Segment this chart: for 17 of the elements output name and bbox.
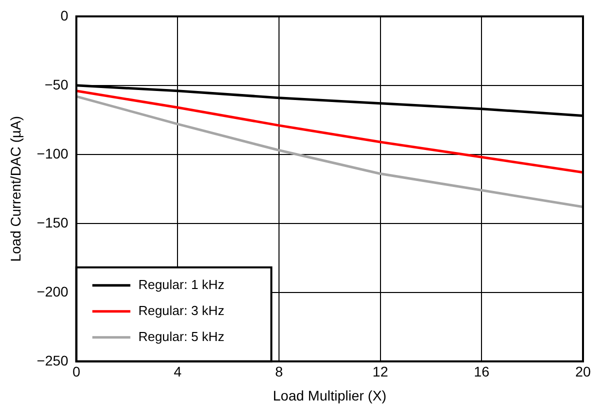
x-tick-label: 4: [174, 364, 182, 380]
x-axis-title: Load Multiplier (X): [272, 387, 386, 404]
x-tick-label: 16: [474, 364, 490, 380]
x-tick-label: 8: [275, 364, 284, 380]
legend-label: Regular: 3 kHz: [138, 302, 224, 318]
y-tick-label: −100: [36, 145, 69, 162]
legend-label: Regular: 1 kHz: [138, 276, 224, 292]
x-tick-label: 12: [372, 364, 388, 380]
legend-label: Regular: 5 kHz: [138, 328, 224, 344]
y-axis-title: Load Current/DAC (µA): [7, 116, 24, 262]
y-tick-label: 0: [60, 7, 69, 24]
y-tick-label: −200: [36, 283, 69, 300]
x-tick-label: 20: [575, 364, 591, 380]
y-tick-label: −50: [44, 76, 69, 92]
y-tick-label: −250: [36, 352, 69, 368]
y-tick-label: −150: [36, 214, 69, 230]
x-tick-label: 0: [72, 364, 80, 380]
